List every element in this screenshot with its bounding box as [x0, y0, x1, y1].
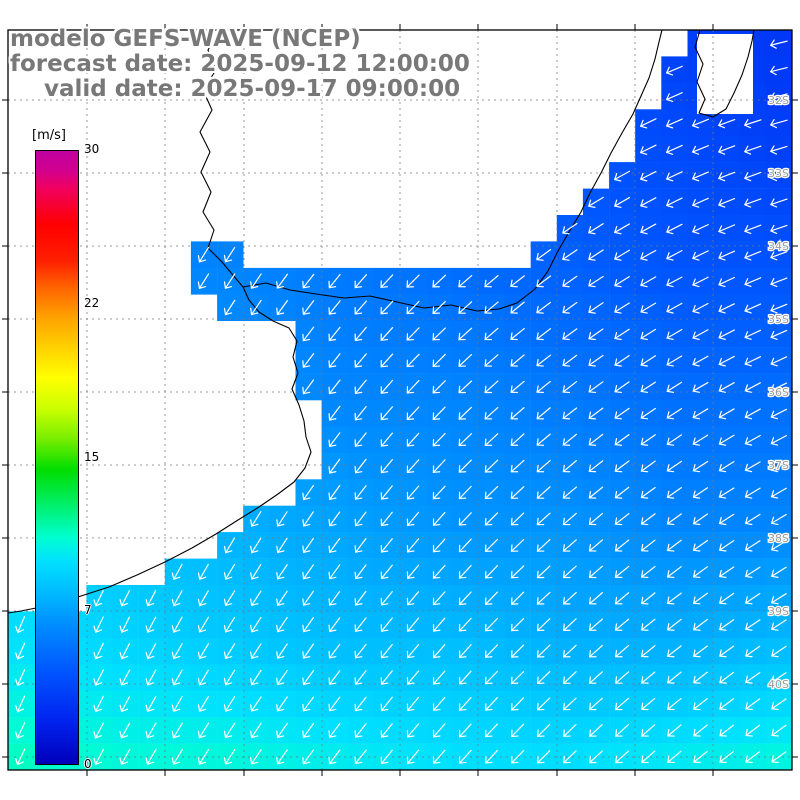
- lat-label: 39S: [768, 605, 789, 618]
- latitude-labels: 32S 33S 34S 35S 36S 37S 38S 39S 40S: [767, 93, 790, 693]
- graticule: [8, 30, 792, 770]
- map-frame: [2, 24, 798, 776]
- lat-label: 34S: [768, 240, 789, 253]
- lat-label: 32S: [768, 94, 789, 107]
- lat-label: 38S: [768, 532, 789, 545]
- lat-label: 36S: [768, 386, 789, 399]
- forecast-date-label: forecast date: 2025-09-12 12:00:00: [10, 51, 470, 77]
- model-title: modelo GEFS-WAVE (NCEP): [10, 26, 361, 52]
- lat-label: 37S: [768, 459, 789, 472]
- land-mask-patches: [697, 34, 753, 114]
- coastline: [7, 29, 755, 614]
- lat-label: 33S: [768, 167, 789, 180]
- chart-header: modelo GEFS-WAVE (NCEP) forecast date: 2…: [10, 27, 470, 102]
- wind-direction-arrows: [15, 39, 788, 766]
- wind-speed-cells: [8, 30, 793, 771]
- lat-label: 40S: [768, 678, 789, 691]
- valid-date-label: valid date: 2025-09-17 09:00:00: [44, 76, 461, 102]
- lat-label: 35S: [768, 313, 789, 326]
